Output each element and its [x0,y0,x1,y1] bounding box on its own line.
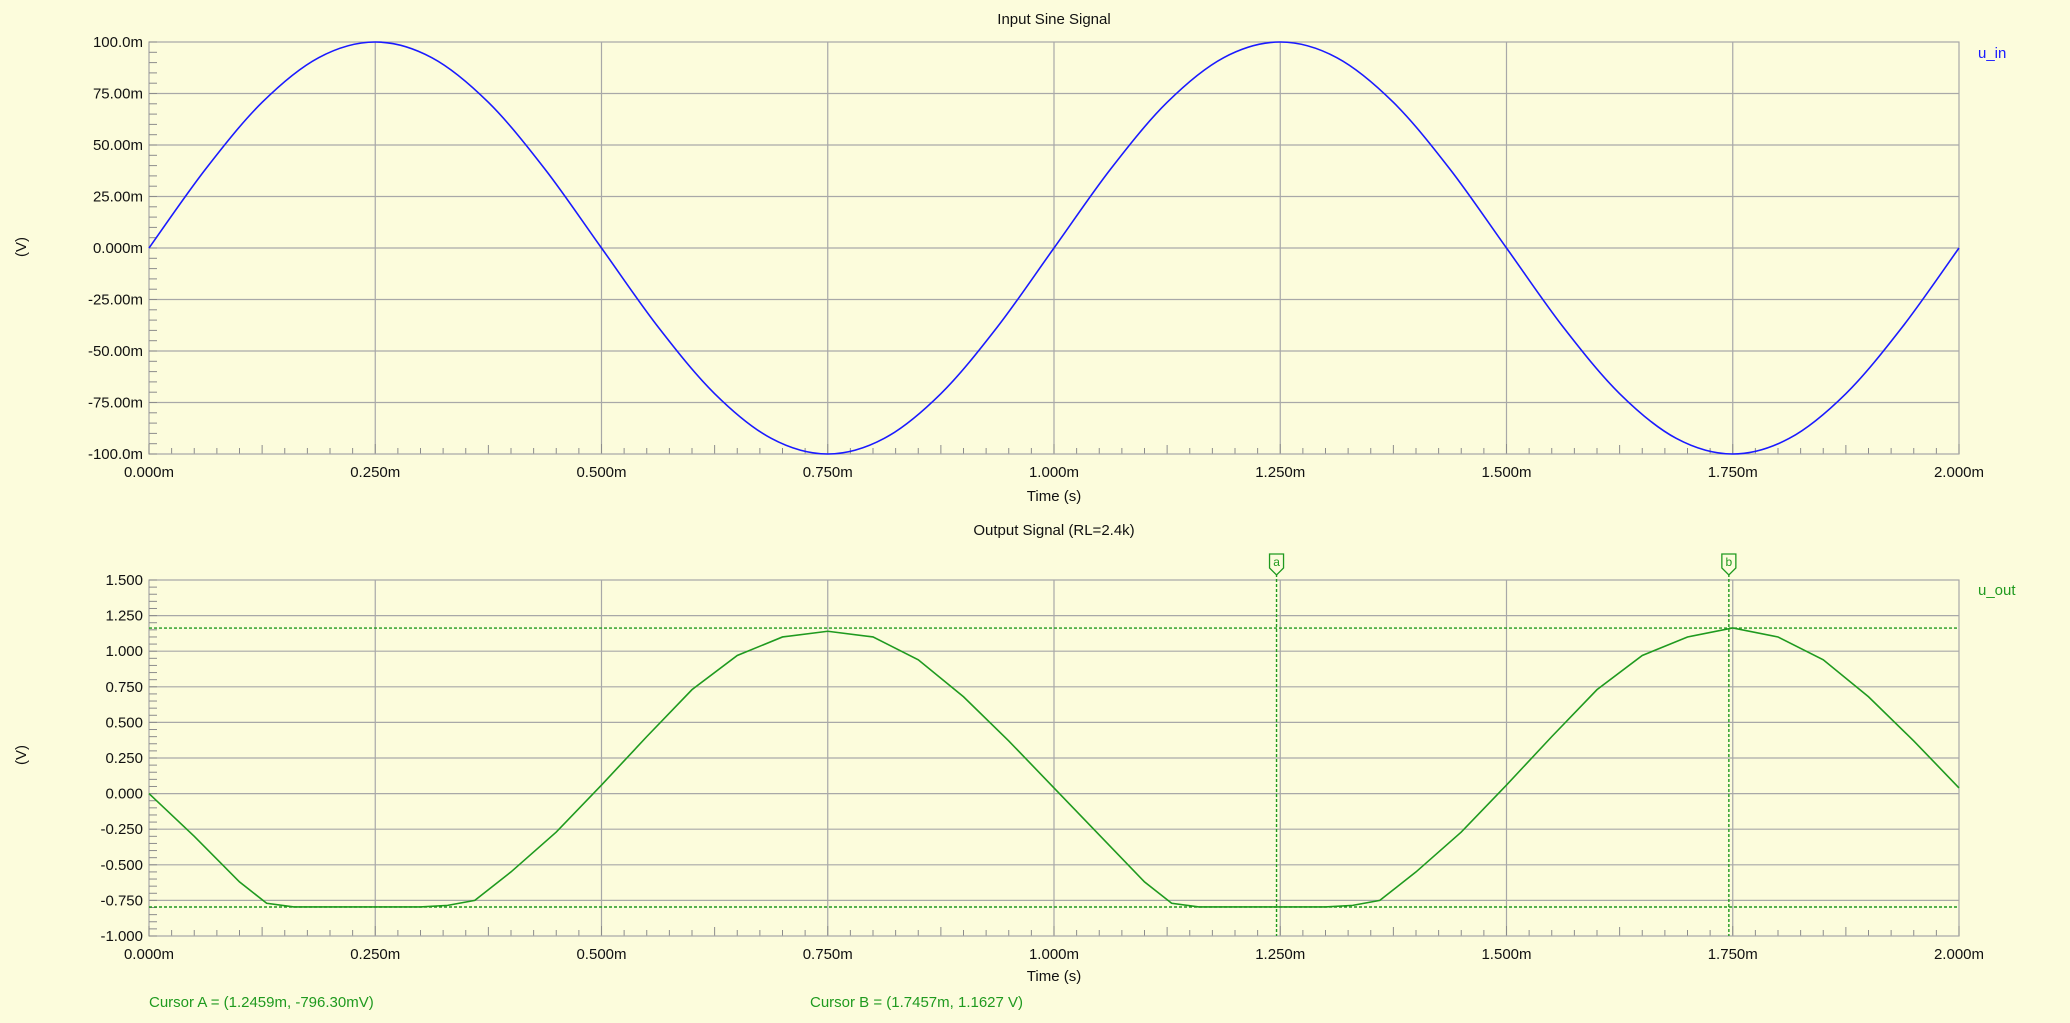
x-tick-label: 1.500m [1481,464,1531,481]
x-tick-label: 0.750m [803,946,853,963]
x-tick-label: 1.750m [1708,464,1758,481]
cursor-flag-a[interactable] [1268,553,1285,576]
cursor-b-readout: Cursor B = (1.7457m, 1.1627 V) [810,994,1023,1011]
x-tick-label: 2.000m [1934,464,1984,481]
y-tick-label: 100.0m [93,34,143,51]
x-tick-label: 1.250m [1255,464,1305,481]
x-tick-label: 0.750m [803,464,853,481]
series-line-u-in[interactable] [148,41,1960,455]
y-tick-label: 25.00m [93,189,143,206]
x-tick-label: 0.500m [576,946,626,963]
y-tick-label: -0.500 [100,857,143,874]
x-tick-label: 1.500m [1481,946,1531,963]
cursor-flag-label: a [1273,555,1280,569]
input-sine-plot: Input Sine Signal (V) Time (s) 0.000m 0.2… [13,11,2006,505]
grid-output [148,579,1960,937]
y-tick-label: 75.00m [93,86,143,103]
tick-labels-output: 0.000m 0.250m 0.500m 0.750m 1.000m 1.250m 1.50… [100,572,1984,963]
y-tick-label: 0.750 [105,679,143,696]
x-tick-label: 1.000m [1029,464,1079,481]
y-tick-label: -100.0m [88,446,143,463]
y-tick-label: 1.500 [105,572,143,589]
y-tick-label: -75.00m [88,395,143,412]
grid-input [148,41,1960,455]
x-tick-label: 0.250m [350,464,400,481]
x-tick-label: 0.250m [350,946,400,963]
output-signal-plot: Output Signal (RL=2.4k) (V) Time (s) 0.0… [13,522,2016,985]
y-tick-label: 1.000 [105,643,143,660]
y-axis-label-output: (V) [13,745,30,765]
x-tick-label: 1.000m [1029,946,1079,963]
tick-labels-input: 0.000m 0.250m 0.500m 0.750m 1.000m 1.250m 1.50… [88,34,1984,481]
series-line-u-out[interactable] [148,627,1960,908]
x-tick-label: 0.000m [124,946,174,963]
y-tick-label: -50.00m [88,343,143,360]
chart-title-output: Output Signal (RL=2.4k) [973,522,1134,539]
y-tick-label: 0.000 [105,786,143,803]
y-tick-label: 0.000m [93,240,143,257]
x-tick-label: 0.500m [576,464,626,481]
cursor-flag-b[interactable] [1721,553,1737,576]
x-tick-label: 2.000m [1934,946,1984,963]
x-tick-label: 0.000m [124,464,174,481]
y-tick-label: -1.000 [100,928,143,945]
cursor-flag-label: b [1726,555,1733,569]
x-tick-label: 1.750m [1708,946,1758,963]
y-tick-label: 1.250 [105,608,143,625]
legend-entry-u-out[interactable]: u_out [1978,582,2016,599]
y-tick-label: 50.00m [93,137,143,154]
legend-entry-u-in[interactable]: u_in [1978,45,2006,62]
y-tick-label: -0.750 [100,892,143,909]
cursor-a-readout: Cursor A = (1.2459m, -796.30mV) [149,994,374,1011]
y-axis-label-input: (V) [13,237,30,257]
chart-title-input: Input Sine Signal [997,11,1110,28]
y-tick-label: -25.00m [88,292,143,309]
y-tick-label: 0.250 [105,750,143,767]
y-tick-label: -0.250 [100,821,143,838]
x-axis-label-input: Time (s) [1027,488,1081,505]
x-tick-label: 1.250m [1255,946,1305,963]
x-axis-label-output: Time (s) [1027,968,1081,985]
y-tick-label: 0.500 [105,714,143,731]
